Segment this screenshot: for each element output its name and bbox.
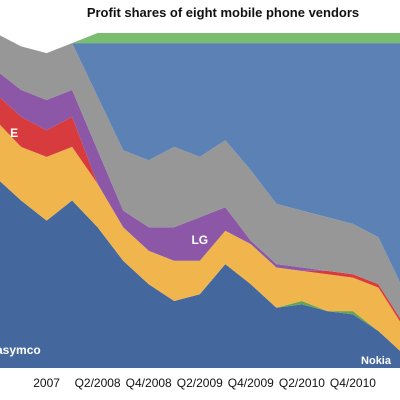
- x-axis-ticks: 2007 Q2/2008 Q4/2008 Q2/2009 Q4/2009 Q2/2010 Q…: [33, 376, 400, 390]
- x-tick-label: 2007: [33, 376, 60, 390]
- in-chart-labels: LG E Nokia asymco: [0, 126, 392, 367]
- watermark-label: asymco: [0, 343, 41, 357]
- area-samsung: [0, 124, 400, 351]
- x-tick-label: Q2/2008: [75, 376, 121, 390]
- area-nokia: [0, 181, 400, 368]
- area-layers: [0, 33, 400, 368]
- series-label-sonyericsson: E: [10, 126, 18, 140]
- x-tick-label: Q2/2009: [177, 376, 223, 390]
- series-label-nokia: Nokia: [361, 355, 392, 367]
- area-lg: [0, 73, 400, 319]
- x-tick-label: Q2/2010: [279, 376, 325, 390]
- chart-title: Profit shares of eight mobile phone vend…: [86, 5, 360, 20]
- x-tick-label: Q4/2009: [228, 376, 274, 390]
- x-tick-label: Q4/2008: [126, 376, 172, 390]
- area-htc: [0, 33, 400, 54]
- area-apple: [0, 35, 400, 283]
- area-rim: [0, 35, 400, 319]
- series-label-lg: LG: [191, 233, 208, 247]
- x-tick-label: Q4/2010: [330, 376, 376, 390]
